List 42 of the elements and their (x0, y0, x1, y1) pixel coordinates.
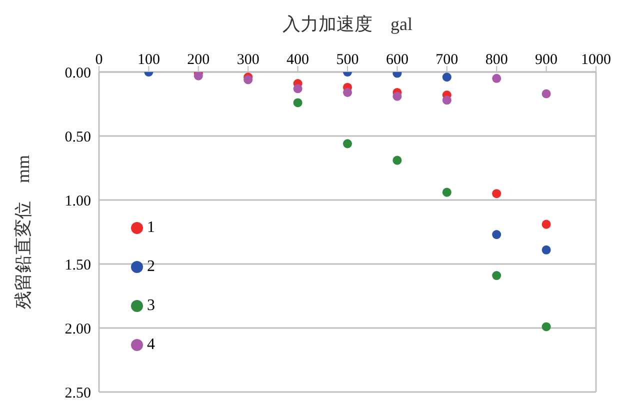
legend-label: 4 (147, 336, 155, 354)
y-axis-title: 残留鉛直変位 mm (12, 154, 34, 310)
legend-label: 3 (147, 296, 155, 314)
point (492, 230, 502, 240)
point (392, 156, 402, 165)
x-axis-title: 入力加速度 gal (282, 13, 414, 36)
point (542, 245, 551, 254)
point (442, 72, 452, 82)
point (293, 98, 302, 108)
point (293, 84, 302, 94)
legend-label: 1 (147, 218, 155, 236)
x-tick-label: 400 (286, 52, 310, 68)
point (244, 75, 253, 84)
point (492, 74, 502, 83)
y-tick-label: 0.50 (64, 129, 91, 146)
x-tick-label: 200 (187, 52, 210, 68)
point (392, 92, 402, 101)
point (194, 72, 203, 80)
point (342, 88, 352, 97)
x-tick-label: 800 (485, 52, 508, 68)
point (492, 271, 502, 280)
x-tick-label: 600 (386, 52, 408, 68)
x-tick-label: 700 (436, 52, 458, 68)
x-tick-label: 0 (95, 52, 103, 68)
y-tick-label: 0.00 (64, 65, 91, 82)
y-tick-label: 2.50 (64, 385, 91, 402)
legend-label: 2 (147, 258, 155, 276)
point (342, 139, 352, 148)
point (542, 220, 551, 229)
point (542, 89, 551, 98)
y-tick-label: 1.00 (64, 193, 91, 210)
point (542, 322, 551, 332)
point (442, 96, 452, 105)
y-tick-label: 2.00 (64, 321, 91, 338)
x-tick-label: 300 (236, 52, 260, 68)
point (442, 188, 452, 197)
x-tick-label: 100 (137, 52, 160, 68)
point (492, 189, 502, 198)
x-tick-label: 500 (336, 52, 359, 68)
x-tick-label: 900 (535, 52, 558, 68)
x-tick-label: 1000 (581, 52, 611, 68)
y-tick-label: 1.50 (64, 257, 91, 274)
